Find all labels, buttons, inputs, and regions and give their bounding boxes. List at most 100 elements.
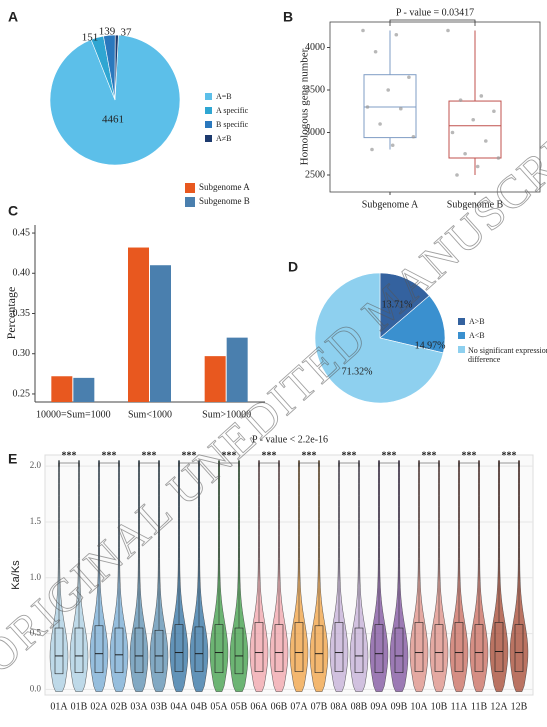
legend-label: A specific bbox=[216, 106, 249, 115]
bracket bbox=[58, 462, 80, 467]
data-label: 151 bbox=[82, 32, 99, 44]
y-tick-label: 4000 bbox=[305, 42, 325, 53]
significance: *** bbox=[182, 450, 197, 461]
panel-letter: B bbox=[283, 9, 293, 25]
panel-letter: E bbox=[8, 451, 17, 467]
x-tick-label: Subgenome A bbox=[362, 199, 419, 210]
box bbox=[254, 622, 264, 672]
legend-swatch bbox=[205, 107, 212, 114]
data-label: 37 bbox=[121, 27, 133, 39]
y-tick-label: 0.45 bbox=[13, 227, 31, 238]
point bbox=[492, 109, 496, 114]
box bbox=[414, 622, 424, 672]
annotation: P - value < 2.2e-16 bbox=[252, 434, 328, 445]
legend-label: B specific bbox=[216, 120, 249, 129]
legend-label: A≠B bbox=[216, 134, 232, 143]
significance: *** bbox=[302, 450, 317, 461]
significance: *** bbox=[142, 450, 157, 461]
significance: *** bbox=[62, 450, 77, 461]
point bbox=[394, 32, 399, 37]
point bbox=[370, 147, 374, 152]
x-tick-label: 12B bbox=[511, 701, 528, 712]
point bbox=[399, 106, 403, 111]
y-axis-label: Homologous gene number bbox=[299, 48, 311, 165]
pie-slice bbox=[379, 295, 446, 354]
bar bbox=[128, 247, 149, 402]
point bbox=[484, 139, 488, 143]
significance: *** bbox=[382, 450, 397, 461]
point bbox=[475, 164, 480, 169]
y-tick-label: 0.35 bbox=[13, 308, 31, 319]
bracket bbox=[498, 462, 520, 467]
legend-label: A>B bbox=[469, 317, 485, 326]
legend-label: A<B bbox=[469, 331, 485, 340]
legend-label: A=B bbox=[216, 92, 232, 101]
bracket bbox=[218, 462, 240, 467]
x-tick-label: 10A bbox=[410, 701, 428, 712]
data-label: 4461 bbox=[102, 114, 124, 126]
y-tick-label: 3500 bbox=[305, 84, 325, 95]
legend-label: Subgenome B bbox=[199, 196, 250, 206]
significance: *** bbox=[462, 450, 477, 461]
x-tick-label: 08A bbox=[330, 701, 348, 712]
x-tick-label: 02B bbox=[111, 701, 128, 712]
x-tick-label: 05B bbox=[231, 701, 248, 712]
point bbox=[471, 117, 476, 122]
pie-slice bbox=[379, 272, 430, 339]
box bbox=[134, 627, 144, 673]
box bbox=[54, 627, 64, 675]
x-tick-label: 04A bbox=[170, 701, 188, 712]
point bbox=[458, 98, 463, 102]
y-tick-label: 2.0 bbox=[30, 460, 42, 470]
x-tick-label: 12A bbox=[490, 701, 508, 712]
bar bbox=[204, 356, 226, 402]
y-tick-label: 2500 bbox=[305, 169, 325, 180]
box bbox=[94, 625, 104, 673]
significance: *** bbox=[222, 450, 237, 461]
panel-letter: D bbox=[288, 259, 298, 275]
y-tick-label: 0.40 bbox=[13, 268, 31, 279]
y-tick-label: 0.30 bbox=[13, 348, 31, 359]
box bbox=[474, 624, 484, 672]
x-tick-label: Sum>10000 bbox=[202, 409, 251, 420]
bracket bbox=[338, 462, 360, 467]
pie-slice bbox=[314, 272, 444, 404]
x-tick-label: 10B bbox=[431, 701, 448, 712]
bracket bbox=[138, 462, 160, 467]
point bbox=[390, 143, 395, 148]
legend-swatch bbox=[458, 332, 465, 339]
x-tick-label: 04B bbox=[191, 701, 208, 712]
bracket bbox=[378, 462, 400, 467]
box bbox=[394, 627, 404, 673]
point bbox=[450, 130, 455, 135]
data-label: 139 bbox=[99, 26, 116, 38]
bar bbox=[51, 376, 73, 402]
point bbox=[479, 94, 484, 98]
x-tick-label: Sum<1000 bbox=[128, 409, 172, 420]
box bbox=[494, 622, 504, 672]
legend-swatch bbox=[205, 135, 212, 142]
point bbox=[378, 122, 382, 126]
point bbox=[463, 151, 467, 156]
box bbox=[274, 624, 284, 672]
legend-swatch bbox=[458, 318, 465, 325]
legend-swatch bbox=[205, 121, 212, 128]
y-tick-label: 0.5 bbox=[30, 628, 42, 638]
bracket bbox=[258, 462, 280, 467]
box bbox=[194, 626, 204, 672]
box bbox=[363, 74, 417, 139]
x-tick-label: 10000=Sum=1000 bbox=[36, 409, 111, 420]
significance: *** bbox=[502, 450, 517, 461]
legend-swatch bbox=[185, 183, 195, 193]
point bbox=[455, 173, 459, 177]
box bbox=[448, 100, 502, 159]
box bbox=[374, 624, 384, 673]
data-label: 71.32% bbox=[342, 366, 373, 377]
box bbox=[314, 625, 324, 673]
box bbox=[154, 629, 164, 673]
y-tick-label: 1.5 bbox=[30, 516, 42, 526]
y-axis-label: Ka/Ks bbox=[10, 560, 22, 590]
data-label: 13.71% bbox=[382, 299, 413, 310]
bar bbox=[73, 377, 95, 402]
